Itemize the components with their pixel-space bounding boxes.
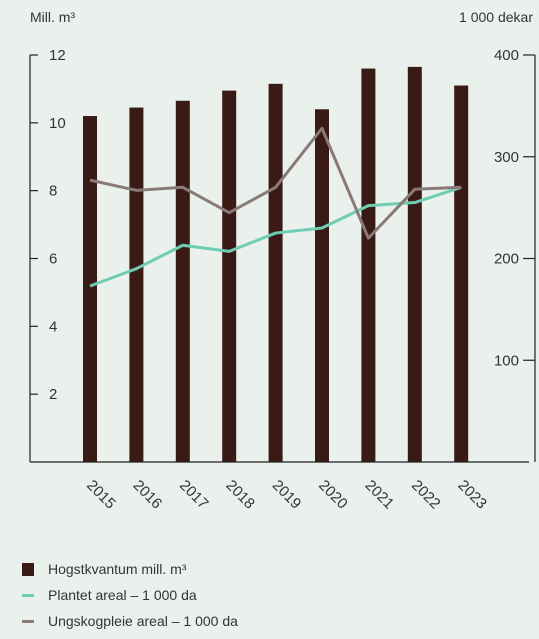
x-axis-tick-label: 2016 (130, 477, 166, 513)
right-axis-tick-label: 100 (494, 352, 519, 369)
left-axis-tick-label: 8 (49, 183, 57, 200)
right-axis-tick-label: 400 (494, 47, 519, 64)
x-axis-tick-label: 2023 (454, 477, 490, 513)
axes: 2 4 6 8 10 12 100 200 300 400 2015 2016 2017 2018 2019… (29, 47, 536, 513)
legend-swatch-line (22, 593, 34, 597)
legend-item-plantet: Plantet areal – 1 000 da (22, 582, 238, 608)
legend-swatch-line (22, 619, 34, 623)
legend: Hogstkvantum mill. m³ Plantet areal – 1 … (22, 556, 238, 634)
legend-label: Hogstkvantum mill. m³ (48, 561, 187, 577)
bar-2022 (407, 66, 422, 462)
bar-2018 (222, 90, 237, 463)
bar-2019 (268, 83, 283, 463)
left-axis-tick-label: 6 (49, 251, 57, 268)
bar-2021 (361, 68, 376, 463)
x-axis-tick-label: 2018 (222, 477, 258, 513)
left-axis-tick-label: 2 (49, 386, 57, 403)
left-axis-tick-label: 12 (49, 47, 66, 64)
line-series (89, 126, 462, 288)
left-axis-tick-label: 10 (49, 115, 66, 132)
x-axis-tick-label: 2020 (315, 477, 351, 513)
legend-label: Ungskogpleie areal – 1 000 da (48, 613, 238, 629)
chart-svg: 2 4 6 8 10 12 100 200 300 400 2015 2016 2017 2018 2019… (29, 9, 536, 513)
left-axis-tick-label: 4 (49, 318, 57, 335)
x-axis-tick-label: 2021 (362, 477, 398, 513)
right-axis-unit-label: 1 000 dekar (459, 9, 533, 25)
x-axis-tick-label: 2019 (269, 477, 305, 513)
legend-item-ungskogpleie: Ungskogpleie areal – 1 000 da (22, 608, 238, 634)
bar-2020 (315, 109, 329, 463)
bar-2017 (175, 100, 190, 462)
x-axis-tick-label: 2017 (176, 477, 212, 513)
left-axis-unit-label: Mill. m³ (30, 9, 75, 25)
line-ungskogpleie-areal (89, 126, 462, 240)
legend-item-hogstkvantum: Hogstkvantum mill. m³ (22, 556, 238, 582)
bar-2023 (454, 85, 469, 463)
x-axis-tick-label: 2022 (408, 477, 444, 513)
bar-series (83, 66, 469, 463)
bar-2015 (83, 116, 97, 463)
bar-2016 (129, 107, 144, 462)
x-axis-tick-label: 2015 (83, 477, 119, 513)
legend-swatch-bar (22, 562, 34, 576)
legend-label: Plantet areal – 1 000 da (48, 587, 197, 603)
right-axis-tick-label: 300 (494, 149, 519, 166)
right-axis-tick-label: 200 (494, 251, 519, 268)
